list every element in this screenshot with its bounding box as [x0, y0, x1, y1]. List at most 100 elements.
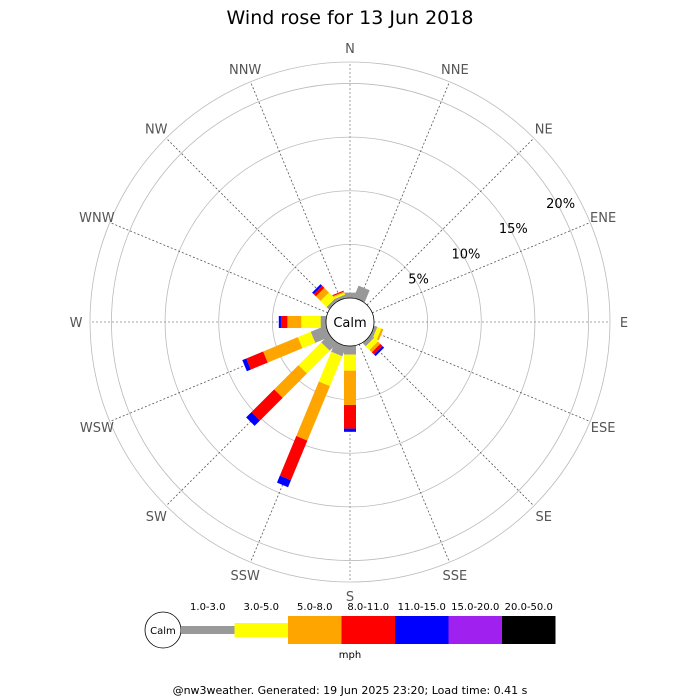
bar-se-8.0-11.0 — [371, 343, 383, 355]
legend-label-15.0-20.0: 15.0-20.0 — [451, 602, 499, 613]
direction-label-ne: NE — [535, 122, 553, 137]
bar-nnw-5.0-8.0 — [332, 291, 345, 298]
ring-label-5: 5% — [408, 273, 429, 288]
bar-s-3.0-5.0 — [344, 354, 356, 371]
bar-wsw-11.0-15.0 — [242, 358, 251, 372]
calm-center: Calm — [325, 297, 375, 347]
bar-s-11.0-15.0 — [344, 428, 356, 432]
direction-label-wsw: WSW — [80, 421, 114, 436]
bar-wsw-8.0-11.0 — [246, 351, 268, 370]
bar-ssw-5.0-8.0 — [296, 381, 330, 441]
bar-nw-8.0-11.0 — [313, 285, 325, 297]
bar-nw-3.0-5.0 — [320, 292, 335, 307]
legend-swatch-20.0-50.0 — [502, 616, 556, 644]
footer-text: @nw3weather. Generated: 19 Jun 2025 23:2… — [173, 684, 528, 697]
direction-label-nnw: NNW — [229, 63, 261, 78]
bar-ssw-11.0-15.0 — [276, 475, 291, 488]
bar-sw-3.0-5.0 — [298, 342, 330, 374]
bar-se-3.0-5.0 — [365, 337, 379, 351]
bar-s-5.0-8.0 — [344, 370, 356, 405]
ring-label-15: 15% — [499, 222, 528, 237]
bar-w-1.0-3.0 — [320, 316, 327, 328]
spoke-wnw — [109, 222, 328, 314]
direction-labels: N NNE NE ENE E ESE SE SSE S SSW SW WSW W WNW NW NNW — [70, 42, 629, 605]
grid-ring-10 — [218, 190, 482, 454]
spoke-ese — [372, 330, 591, 422]
ring-labels: 5% 10% 15% 20% — [408, 197, 575, 288]
polar-grid — [89, 61, 611, 583]
spoke-wsw — [109, 330, 328, 422]
bar-ese-3.0-5.0 — [372, 326, 382, 340]
bar-wsw-5.0-8.0 — [263, 337, 303, 363]
ring-label-20: 20% — [546, 197, 575, 212]
bar-se-11.0-15.0 — [374, 346, 385, 357]
bar-wsw-1.0-3.0 — [310, 325, 331, 343]
bar-ese-1.0-3.0 — [369, 325, 378, 338]
legend-swatch-8.0-11.0 — [341, 616, 395, 644]
bar-w-5.0-8.0 — [287, 316, 302, 328]
calm-label: Calm — [333, 316, 366, 331]
bar-sw-11.0-15.0 — [246, 412, 260, 426]
bar-s-1.0-3.0 — [344, 346, 356, 355]
bar-w-11.0-15.0 — [278, 316, 281, 328]
legend-label-11.0-15.0: 11.0-15.0 — [398, 602, 446, 613]
legend-unit: mph — [339, 650, 361, 661]
spoke-nnw — [250, 81, 342, 300]
legend-calm-label: Calm — [150, 626, 176, 637]
direction-label-w: W — [70, 316, 83, 331]
legend-swatch-11.0-15.0 — [395, 616, 449, 644]
spoke-sse — [358, 344, 450, 563]
spoke-sw — [165, 338, 334, 507]
legend: Calm 1.0-3.0 3.0-5.0 5.0-8.0 8.0-11.0 11.0-15… — [144, 602, 556, 661]
bar-sw-8.0-11.0 — [251, 389, 283, 421]
direction-label-sse: SSE — [443, 569, 468, 584]
bar-nne-1.0-3.0 — [353, 285, 370, 303]
grid-ring-outer — [89, 61, 611, 583]
bar-nnw-1.0-3.0 — [334, 294, 347, 303]
bar-nw-1.0-3.0 — [326, 298, 338, 310]
chart-title: Wind rose for 13 Jun 2018 — [227, 7, 474, 29]
wind-bars — [242, 284, 385, 488]
legend-label-5.0-8.0: 5.0-8.0 — [297, 602, 332, 613]
legend-label-8.0-11.0: 8.0-11.0 — [347, 602, 389, 613]
direction-label-sw: SW — [146, 510, 167, 525]
legend-label-3.0-5.0: 3.0-5.0 — [244, 602, 279, 613]
bar-nnw-8.0-11.0 — [332, 290, 344, 297]
legend-swatch-1.0-3.0 — [181, 626, 235, 634]
legend-label-20.0-50.0: 20.0-50.0 — [505, 602, 553, 613]
legend-label-1.0-3.0: 1.0-3.0 — [190, 602, 225, 613]
bar-w-8.0-11.0 — [280, 316, 288, 328]
bar-w-3.0-5.0 — [301, 316, 321, 328]
legend-swatch-3.0-5.0 — [234, 623, 288, 637]
direction-label-wnw: WNW — [79, 211, 115, 226]
bar-nw-11.0-15.0 — [312, 284, 323, 295]
calm-circle — [325, 297, 375, 347]
bar-nw-5.0-8.0 — [315, 287, 329, 301]
direction-label-ssw: SSW — [230, 569, 260, 584]
direction-label-ene: ENE — [590, 211, 616, 226]
legend-swatch-5.0-8.0 — [288, 616, 342, 644]
spoke-nne — [358, 81, 450, 300]
bar-ssw-3.0-5.0 — [318, 351, 343, 387]
direction-label-nne: NNE — [441, 63, 469, 78]
grid-ring-20 — [111, 83, 589, 561]
direction-label-nw: NW — [145, 122, 168, 137]
bar-se-5.0-8.0 — [369, 341, 381, 353]
spoke-ene — [372, 222, 591, 314]
spoke-nw — [165, 137, 334, 306]
legend-swatch-15.0-20.0 — [448, 616, 502, 644]
spoke-se — [366, 338, 535, 507]
bar-sw-5.0-8.0 — [274, 365, 307, 398]
spoke-ne — [366, 137, 535, 306]
direction-label-ese: ESE — [591, 421, 616, 436]
direction-label-se: SE — [536, 510, 552, 525]
direction-label-s: S — [346, 590, 354, 605]
direction-label-n: N — [345, 42, 355, 57]
bar-ese-5.0-8.0 — [376, 328, 384, 341]
bar-se-1.0-3.0 — [362, 334, 375, 347]
spoke-ssw — [250, 344, 342, 563]
ring-label-10: 10% — [451, 247, 480, 262]
direction-label-e: E — [620, 316, 628, 331]
bar-s-8.0-11.0 — [344, 405, 356, 429]
